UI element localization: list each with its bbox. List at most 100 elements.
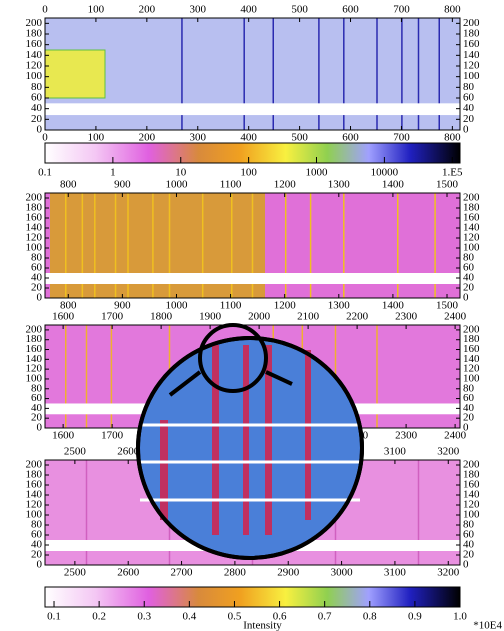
colorbar-tick-label: 0.2: [92, 611, 106, 623]
colorbar: [44, 142, 461, 164]
y-tick-label: 0: [37, 422, 43, 434]
y-tick-label: 20: [31, 412, 43, 424]
y-tick-label: 0: [463, 292, 469, 304]
y-tick-label: 160: [463, 212, 480, 224]
y-tick-label: 120: [463, 232, 480, 244]
colorbar-tick-label: 0.8: [363, 611, 377, 623]
x-tick-label: 2100: [297, 311, 320, 323]
y-tick-label: 60: [31, 92, 43, 104]
x-tick-label: 1500: [436, 300, 459, 312]
y-tick-label: 140: [26, 222, 43, 234]
y-tick-label: 0: [37, 124, 43, 136]
colorbar-tick-label: 10000: [371, 167, 399, 179]
y-tick-label: 200: [463, 323, 480, 335]
x-tick-label: 600: [342, 132, 359, 144]
x-tick-label: 1000: [165, 179, 188, 191]
x-tick-label: 700: [393, 4, 410, 16]
x-tick-label: 800: [444, 4, 461, 16]
connector: [168, 370, 293, 397]
y-tick-label: 20: [463, 282, 475, 294]
y-tick-label: 140: [463, 49, 480, 61]
x-tick-label: 1400: [382, 300, 405, 312]
x-tick-label: 2300: [395, 311, 418, 323]
y-tick-label: 200: [463, 192, 480, 204]
y-tick-label: 60: [463, 529, 475, 541]
y-tick-label: 160: [463, 479, 480, 491]
x-tick-label: 2200: [346, 311, 369, 323]
stripe: [305, 350, 311, 520]
colorbar-tick-label: 0.5: [228, 611, 242, 623]
y-tick-label: 40: [31, 539, 43, 551]
x-tick-label: 3100: [384, 567, 407, 579]
x-tick-label: 0: [42, 132, 48, 144]
x-tick-label: 400: [240, 132, 257, 144]
colorbar-label: Intensity: [243, 620, 282, 631]
y-tick-label: 80: [31, 519, 43, 531]
x-tick-label: 1200: [274, 179, 297, 191]
y-tick-label: 200: [463, 17, 480, 29]
x-tick-label: 100: [88, 132, 105, 144]
x-tick-label: 2400: [444, 430, 467, 442]
y-tick-label: 120: [26, 60, 43, 72]
y-tick-label: 40: [463, 272, 475, 284]
colorbar-tick-label: 0.6: [273, 611, 287, 623]
colorbar-tick-label: 0.1: [38, 167, 52, 179]
x-tick-label: 300: [190, 4, 207, 16]
y-tick-label: 20: [463, 412, 475, 424]
y-tick-label: 40: [31, 272, 43, 284]
x-tick-label: 400: [240, 4, 257, 16]
y-tick-label: 80: [31, 81, 43, 93]
y-tick-label: 120: [26, 499, 43, 511]
y-tick-label: 120: [463, 499, 480, 511]
x-tick-label: 800: [60, 300, 77, 312]
y-tick-label: 120: [463, 60, 480, 72]
y-tick-label: 180: [463, 28, 480, 40]
x-tick-label: 1300: [328, 179, 351, 191]
y-tick-label: 100: [26, 70, 43, 82]
y-tick-label: 200: [26, 192, 43, 204]
x-tick-label: 700: [393, 132, 410, 144]
y-tick-label: 180: [26, 202, 43, 214]
x-tick-label: 2800: [224, 567, 247, 579]
x-tick-label: 3200: [437, 446, 460, 458]
x-tick-label: 1100: [220, 179, 242, 191]
x-tick-label: 2900: [277, 567, 300, 579]
y-tick-label: 80: [463, 81, 475, 93]
y-tick-label: 160: [463, 38, 480, 50]
x-tick-label: 3000: [331, 567, 354, 579]
y-tick-label: 80: [31, 252, 43, 264]
x-tick-label: 1600: [52, 430, 75, 442]
x-tick-label: 2000: [248, 311, 271, 323]
y-tick-label: 100: [26, 242, 43, 254]
x-tick-label: 3100: [384, 446, 407, 458]
y-tick-label: 180: [463, 202, 480, 214]
stripe: [160, 420, 168, 520]
y-tick-label: 80: [31, 382, 43, 394]
gap-band: [45, 103, 460, 116]
x-tick-label: 1900: [199, 311, 222, 323]
y-tick-label: 20: [31, 549, 43, 561]
y-tick-label: 20: [463, 113, 475, 125]
y-tick-label: 40: [463, 102, 475, 114]
x-tick-label: 1600: [52, 311, 75, 323]
y-tick-label: 180: [26, 333, 43, 345]
colorbar-tick-label: 0.7: [318, 611, 332, 623]
y-tick-label: 200: [26, 323, 43, 335]
y-tick-label: 160: [26, 479, 43, 491]
y-tick-label: 0: [463, 422, 469, 434]
x-tick-label: 2300: [395, 430, 418, 442]
colorbar-tick-label: 100: [240, 167, 257, 179]
x-tick-label: 900: [114, 179, 131, 191]
y-tick-label: 0: [463, 559, 469, 571]
zoom-circle: [198, 323, 268, 393]
colorbar-tick-label: 0.1: [47, 611, 61, 623]
colorbar-tick-label: 10: [175, 167, 187, 179]
y-tick-label: 180: [463, 333, 480, 345]
x-tick-label: 1500: [436, 179, 459, 191]
x-tick-label: 2500: [64, 446, 87, 458]
y-tick-label: 140: [463, 353, 480, 365]
y-tick-label: 60: [31, 529, 43, 541]
y-tick-label: 60: [463, 262, 475, 274]
y-tick-label: 40: [463, 402, 475, 414]
